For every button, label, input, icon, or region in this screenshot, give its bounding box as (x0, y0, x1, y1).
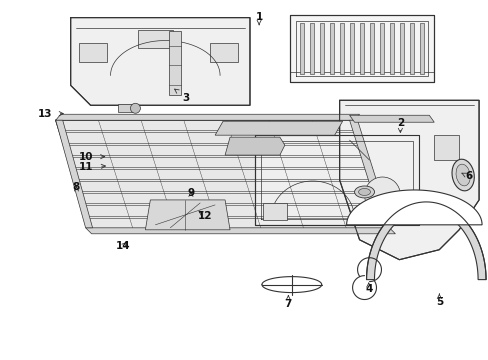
Polygon shape (339, 100, 478, 260)
Polygon shape (389, 23, 393, 75)
Text: 13: 13 (38, 109, 63, 119)
Polygon shape (364, 205, 399, 220)
Polygon shape (349, 23, 353, 75)
Text: 11: 11 (79, 162, 105, 172)
Polygon shape (138, 30, 173, 48)
Text: 5: 5 (435, 294, 442, 307)
Polygon shape (169, 31, 181, 95)
Polygon shape (419, 23, 424, 75)
Text: 4: 4 (364, 283, 372, 294)
Polygon shape (349, 120, 390, 228)
Polygon shape (215, 121, 342, 135)
Polygon shape (319, 23, 323, 75)
Ellipse shape (455, 164, 469, 186)
Polygon shape (349, 115, 433, 122)
Polygon shape (224, 137, 285, 155)
Text: 8: 8 (73, 182, 80, 192)
Text: 14: 14 (115, 241, 130, 251)
Polygon shape (329, 23, 333, 75)
Polygon shape (366, 202, 485, 280)
Text: 9: 9 (187, 188, 194, 198)
Polygon shape (85, 228, 395, 234)
Polygon shape (71, 18, 249, 105)
Polygon shape (56, 114, 359, 120)
Polygon shape (289, 15, 433, 82)
Polygon shape (433, 135, 458, 160)
Text: 10: 10 (79, 152, 104, 162)
Polygon shape (56, 120, 388, 230)
Polygon shape (346, 190, 481, 225)
Text: 3: 3 (174, 89, 189, 103)
Polygon shape (210, 42, 238, 62)
Ellipse shape (358, 189, 370, 195)
Polygon shape (79, 42, 106, 62)
Polygon shape (309, 23, 313, 75)
Polygon shape (118, 104, 135, 112)
Text: 2: 2 (396, 118, 403, 132)
Ellipse shape (451, 159, 473, 191)
Text: 7: 7 (284, 296, 291, 309)
Polygon shape (299, 23, 303, 75)
Polygon shape (359, 23, 363, 75)
Polygon shape (145, 200, 229, 230)
Text: 12: 12 (198, 211, 212, 221)
Polygon shape (254, 135, 419, 225)
Polygon shape (379, 23, 384, 75)
Polygon shape (263, 203, 286, 220)
Polygon shape (409, 23, 413, 75)
Polygon shape (56, 120, 92, 228)
Ellipse shape (354, 186, 374, 198)
Polygon shape (339, 23, 343, 75)
Circle shape (364, 177, 400, 213)
Polygon shape (399, 23, 404, 75)
Text: 6: 6 (461, 171, 471, 181)
Text: 1: 1 (255, 12, 262, 25)
Circle shape (130, 103, 140, 113)
Polygon shape (369, 23, 373, 75)
